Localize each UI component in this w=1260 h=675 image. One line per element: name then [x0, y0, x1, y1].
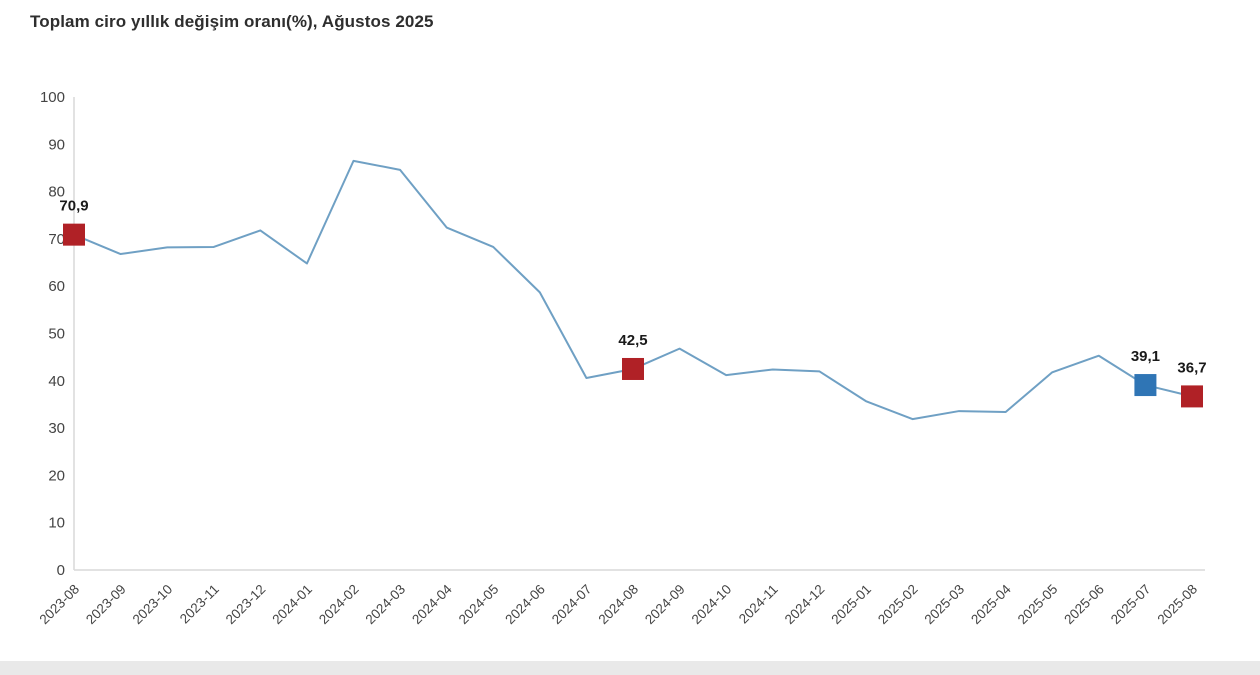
x-axis-tick-label: 2024-02: [316, 582, 362, 628]
x-axis-tick-label: 2023-11: [177, 582, 222, 627]
data-marker: [63, 223, 85, 246]
x-axis-tick-label: 2025-03: [922, 582, 968, 628]
x-axis-tick-label: 2024-10: [689, 582, 735, 628]
x-axis-tick-label: 2023-09: [83, 582, 129, 628]
x-axis-tick-label: 2024-04: [409, 581, 455, 627]
x-axis-tick-label: 2025-08: [1154, 582, 1200, 628]
data-line: [73, 159, 1193, 421]
x-axis-tick-label: 2025-02: [875, 582, 921, 628]
x-axis-tick-label: 2024-03: [363, 582, 409, 628]
data-value-label: 42,5: [618, 332, 647, 349]
x-axis-tick-label: 2025-04: [968, 581, 1014, 627]
data-marker: [622, 357, 644, 380]
x-axis-tick-label: 2024-05: [456, 582, 502, 628]
data-marker: [1181, 385, 1203, 408]
x-axis-tick-label: 2025-01: [828, 582, 874, 628]
data-marker: [1134, 374, 1157, 397]
data-value-label: 36,7: [1177, 359, 1206, 376]
y-axis-tick-label: 60: [48, 278, 65, 295]
x-axis-tick-label: 2023-12: [223, 582, 269, 628]
y-axis-tick-label: 90: [48, 136, 65, 153]
x-axis-tick-label: 2023-10: [130, 582, 176, 628]
chart-title: Toplam ciro yıllık değişim oranı(%), Ağu…: [30, 12, 434, 31]
bottom-divider: [0, 661, 1260, 675]
x-axis-tick-label: 2025-05: [1015, 582, 1061, 628]
y-axis-tick-label: 10: [48, 515, 65, 532]
x-axis-tick-label: 2024-09: [642, 582, 688, 628]
data-value-label: 70,9: [59, 198, 88, 215]
y-axis-tick-label: 20: [48, 467, 65, 484]
x-axis-tick-label: 2024-08: [595, 582, 641, 628]
y-axis-tick-label: 80: [48, 184, 65, 201]
y-axis-tick-label: 40: [48, 373, 65, 390]
y-axis-tick-label: 100: [40, 89, 65, 106]
x-axis-tick-label: 2024-07: [549, 582, 595, 628]
y-axis-tick-label: 0: [57, 562, 65, 579]
x-axis-tick-label: 2025-06: [1061, 582, 1107, 628]
x-axis-tick-label: 2024-01: [269, 582, 315, 628]
y-axis-tick-label: 70: [48, 231, 65, 248]
x-axis-tick-label: 2024-12: [782, 582, 828, 628]
x-axis-tick-label: 2025-07: [1108, 582, 1154, 628]
x-axis-tick-label: 2023-08: [36, 582, 82, 628]
data-value-label: 39,1: [1131, 348, 1160, 365]
y-axis-tick-label: 30: [48, 420, 65, 437]
y-axis-tick-label: 50: [48, 326, 65, 343]
x-axis-tick-label: 2024-11: [736, 582, 781, 627]
x-axis-tick-label: 2024-06: [502, 582, 548, 628]
